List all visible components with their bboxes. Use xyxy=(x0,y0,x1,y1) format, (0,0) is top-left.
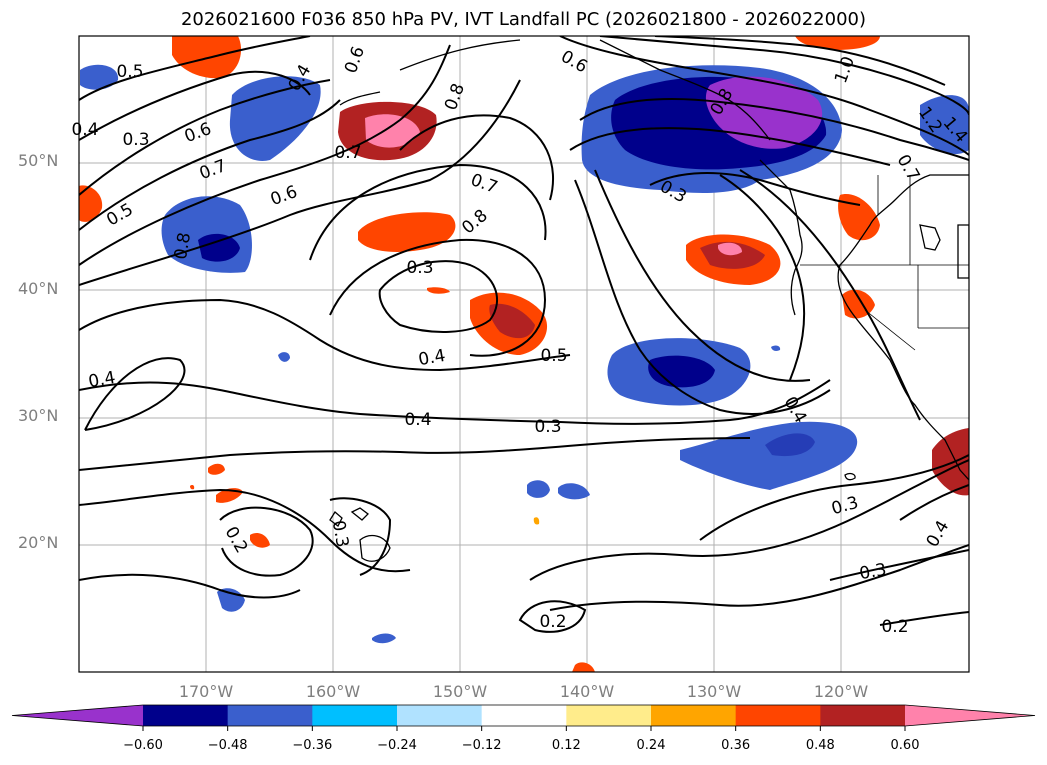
colorbar-bin xyxy=(481,705,567,726)
colorbar-bin xyxy=(820,705,906,726)
lat-label-20n: 20°N xyxy=(18,533,59,552)
contour-label: 0.6 xyxy=(557,47,590,78)
contour-label: 0.6 xyxy=(182,119,214,147)
contour-label: 0.3 xyxy=(829,493,860,519)
colorbar-tick-label: 0.36 xyxy=(721,738,751,753)
contour-label: 0.3 xyxy=(328,519,352,549)
coastlines xyxy=(329,39,969,562)
colorbar-tick-label: 0.24 xyxy=(636,738,666,753)
contour-label: 0.4 xyxy=(780,393,811,426)
colorbar-tick-label: 0.12 xyxy=(551,738,581,753)
contour-label: 0.2 xyxy=(221,523,252,556)
lon-label-160w: 160°W xyxy=(305,682,361,701)
colorbar-tick-label: 0.60 xyxy=(890,738,920,753)
contour-label: 0.3 xyxy=(122,130,149,150)
contour-label: 0.2 xyxy=(881,617,908,637)
map-title: 2026021600 F036 850 hPa PV, IVT Landfall… xyxy=(180,9,867,30)
lat-label-50n: 50°N xyxy=(18,151,59,170)
lon-label-120w: 120°W xyxy=(813,682,869,701)
contour-label: 0.2 xyxy=(539,612,566,632)
pv-contours xyxy=(79,36,969,633)
contour-label: 0.8 xyxy=(171,231,195,261)
contour-label: 0.7 xyxy=(197,156,229,184)
contour-label: 0.5 xyxy=(116,62,143,82)
colorbar-bin xyxy=(566,705,652,726)
contour-label: 0.4 xyxy=(87,368,117,392)
contour-label: 0.7 xyxy=(334,143,361,163)
colorbar-tick-label: −0.60 xyxy=(123,738,163,753)
colorbar-bin xyxy=(227,705,313,726)
contour-label: 0.4 xyxy=(417,346,447,370)
lat-label-30n: 30°N xyxy=(18,406,59,425)
colorbar-extend-high xyxy=(905,705,1035,726)
lon-label-130w: 130°W xyxy=(686,682,742,701)
colorbar xyxy=(11,704,1036,731)
colorbar-tick-label: −0.48 xyxy=(207,738,248,753)
contour-label: 0.5 xyxy=(103,200,136,231)
lat-label-40n: 40°N xyxy=(18,279,59,298)
contour-label: 0.6 xyxy=(341,44,369,76)
negative-anomaly-patches xyxy=(80,64,969,644)
colorbar-bin xyxy=(312,705,398,726)
colorbar-tick-label: −0.36 xyxy=(292,738,333,753)
colorbar-tick-label: 0.48 xyxy=(805,738,835,753)
contour-label: 0.8 xyxy=(458,206,492,239)
colorbar-bin xyxy=(143,705,229,726)
colorbar-bin xyxy=(735,705,821,726)
contour-label: 0.6 xyxy=(268,182,300,210)
lon-label-170w: 170°W xyxy=(178,682,234,701)
contour-label: 0.3 xyxy=(534,417,561,437)
contour-label: 0.5 xyxy=(540,346,567,366)
colorbar-tick-label: −0.12 xyxy=(461,738,502,753)
contour-label: 0.4 xyxy=(71,120,98,140)
lon-label-150w: 150°W xyxy=(432,682,488,701)
contour-label: 0.4 xyxy=(923,517,954,550)
colorbar-bin xyxy=(651,705,737,726)
contour-label: 1.0 xyxy=(831,54,859,86)
contour-label: 0.4 xyxy=(404,410,431,430)
colorbar-bin xyxy=(397,705,483,726)
positive-anomaly-patches xyxy=(79,36,969,672)
map-frame xyxy=(78,35,970,673)
colorbar-extend-low xyxy=(12,705,143,726)
colorbar-tick-label: −0.24 xyxy=(377,738,417,753)
contour-label: 0.3 xyxy=(406,258,433,278)
lon-label-140w: 140°W xyxy=(559,682,615,701)
contour-label: 0.3 xyxy=(858,560,888,584)
contour-label: 0.8 xyxy=(441,81,469,113)
state-borders xyxy=(800,175,969,351)
contour-label: 0.7 xyxy=(468,170,500,198)
